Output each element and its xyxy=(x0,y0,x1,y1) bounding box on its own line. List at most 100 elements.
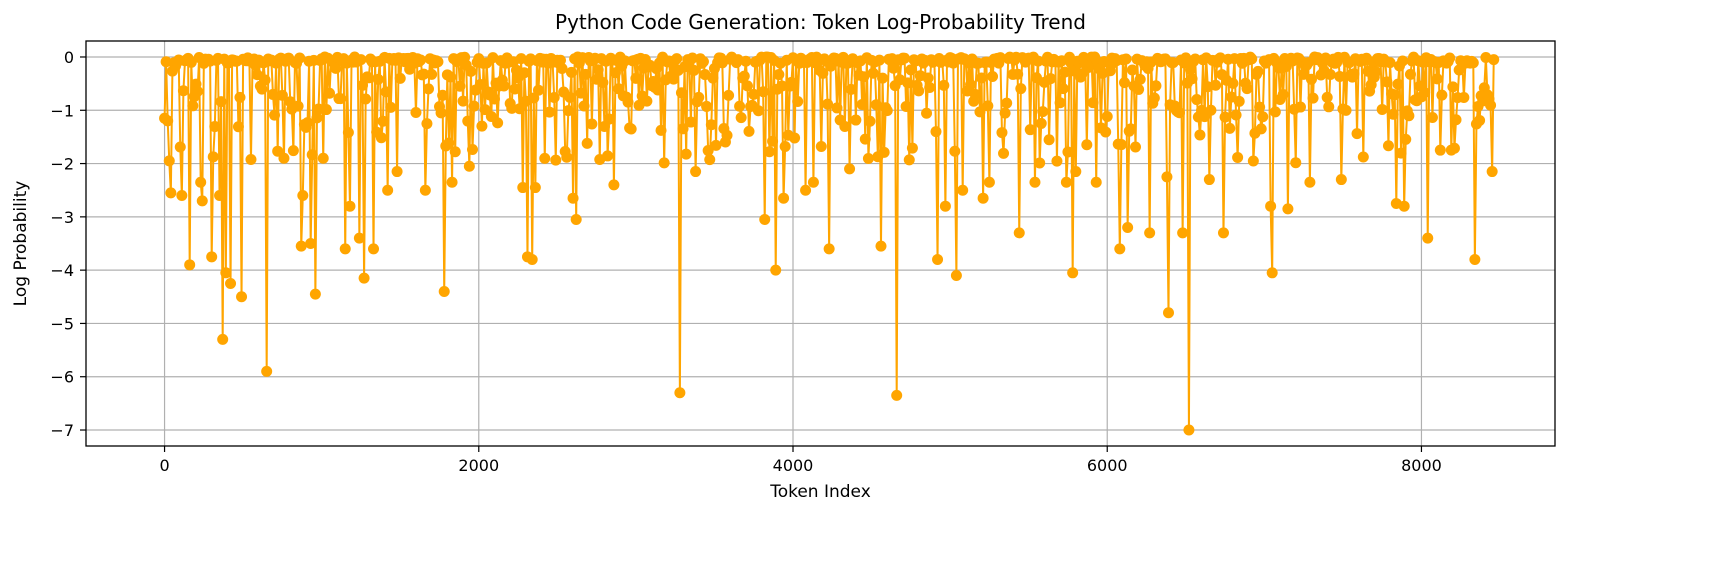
data-point xyxy=(410,106,422,118)
data-point xyxy=(1400,133,1412,145)
data-point xyxy=(1321,91,1333,103)
data-point xyxy=(1126,64,1138,76)
data-point xyxy=(867,67,879,79)
data-point xyxy=(1067,267,1079,279)
data-point xyxy=(506,102,518,114)
data-point xyxy=(476,120,488,132)
data-point xyxy=(850,114,862,126)
data-point xyxy=(353,232,365,244)
data-point xyxy=(432,56,444,68)
data-point xyxy=(457,95,469,107)
data-point xyxy=(294,52,306,64)
data-point xyxy=(526,253,538,265)
data-point xyxy=(567,192,579,204)
data-point xyxy=(1219,111,1231,123)
data-point xyxy=(1001,97,1013,109)
data-point xyxy=(800,184,812,196)
data-point xyxy=(1032,55,1044,67)
data-point xyxy=(498,80,510,92)
data-point xyxy=(192,85,204,97)
data-point xyxy=(704,154,716,166)
data-point xyxy=(939,200,951,212)
data-point xyxy=(899,52,911,64)
data-point xyxy=(1087,97,1099,109)
data-point xyxy=(509,83,521,95)
data-point xyxy=(539,152,551,164)
data-point xyxy=(1266,267,1278,279)
data-point xyxy=(740,55,752,67)
data-point xyxy=(845,83,857,95)
data-point xyxy=(570,214,582,226)
tick-layer: 0 2000 4000 6000 8000 0 −1 −2 −3 −4 −5 −6 −7 xyxy=(50,48,1441,475)
data-point xyxy=(297,190,309,202)
data-point xyxy=(259,74,271,86)
data-point xyxy=(514,103,526,115)
data-point xyxy=(375,132,387,144)
data-point xyxy=(817,67,829,79)
data-point xyxy=(368,243,380,255)
data-point xyxy=(209,121,221,133)
data-point xyxy=(1205,104,1217,116)
y-axis-label: Log Probability xyxy=(11,181,31,307)
data-point xyxy=(1389,89,1401,101)
data-point xyxy=(1059,66,1071,78)
data-point xyxy=(1189,53,1201,65)
data-point xyxy=(306,149,318,161)
data-point xyxy=(1134,73,1146,85)
data-point xyxy=(586,118,598,130)
data-point xyxy=(437,89,449,101)
data-point xyxy=(1444,52,1456,64)
data-point xyxy=(1081,139,1093,151)
data-point xyxy=(1119,77,1131,89)
data-point xyxy=(1246,53,1258,65)
data-point xyxy=(983,176,995,188)
y-tick-label: −7 xyxy=(50,421,74,440)
data-point xyxy=(278,152,290,164)
data-point xyxy=(785,76,797,88)
data-point xyxy=(1034,157,1046,169)
data-point xyxy=(580,68,592,80)
data-point xyxy=(292,100,304,112)
data-point xyxy=(1255,123,1267,135)
data-point xyxy=(176,190,188,202)
data-point xyxy=(757,86,769,98)
y-tick-label: −2 xyxy=(50,155,74,174)
data-point xyxy=(652,84,664,96)
data-point xyxy=(1307,92,1319,104)
data-point xyxy=(1122,222,1134,234)
data-point xyxy=(807,176,819,188)
data-point xyxy=(705,119,717,131)
data-point xyxy=(932,253,944,265)
data-point xyxy=(1469,253,1481,265)
data-point xyxy=(187,100,199,112)
data-point xyxy=(220,267,232,279)
data-point xyxy=(608,179,620,191)
data-point xyxy=(792,95,804,107)
x-axis-label: Token Index xyxy=(769,482,871,502)
data-point xyxy=(1448,142,1460,154)
data-point xyxy=(335,93,347,105)
data-point xyxy=(1045,73,1057,85)
data-point xyxy=(1431,73,1443,85)
data-point xyxy=(165,187,177,199)
data-point xyxy=(625,123,637,135)
data-point xyxy=(839,120,851,132)
data-point xyxy=(710,139,722,151)
data-point xyxy=(578,100,590,112)
data-point xyxy=(1247,155,1259,167)
data-point xyxy=(1194,129,1206,141)
data-point xyxy=(1224,122,1236,134)
data-point xyxy=(982,100,994,112)
data-point xyxy=(272,145,284,157)
data-point xyxy=(759,214,771,226)
data-point xyxy=(987,71,999,82)
data-point xyxy=(1426,112,1438,123)
data-point xyxy=(844,163,856,175)
data-point xyxy=(232,121,244,133)
data-point xyxy=(741,80,753,92)
data-point xyxy=(1395,147,1407,159)
data-point xyxy=(1419,87,1431,99)
data-point xyxy=(1054,97,1066,109)
data-point xyxy=(358,272,370,284)
data-point xyxy=(488,93,500,105)
